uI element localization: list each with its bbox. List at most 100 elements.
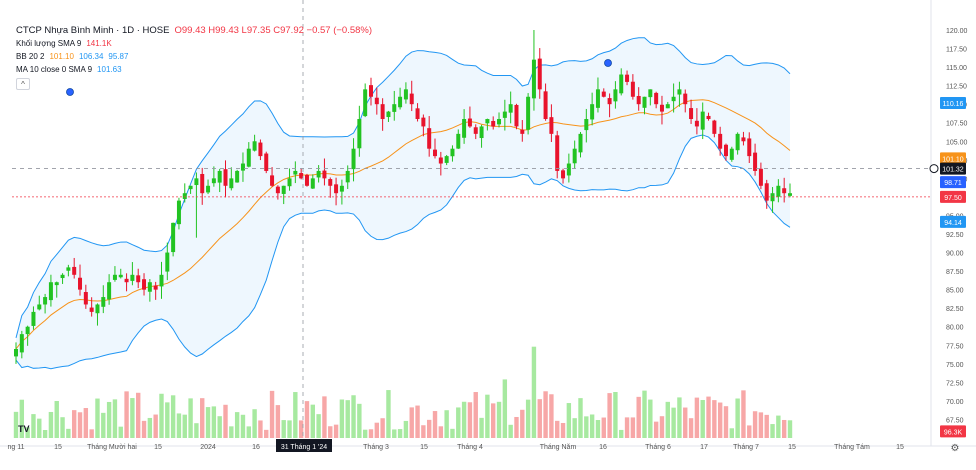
volume-bar <box>19 399 25 438</box>
volume-bar <box>624 417 630 438</box>
settings-gear-icon[interactable]: ⚙ <box>951 443 960 454</box>
volume-bar <box>310 404 315 438</box>
price-tick-label: 115.00 <box>946 65 967 72</box>
candle-body <box>153 285 158 290</box>
volume-bar <box>188 398 193 438</box>
volume-bar <box>665 401 670 438</box>
volume-bar <box>747 425 752 438</box>
candle-body <box>473 127 478 134</box>
candle-body <box>386 111 391 118</box>
candle-body <box>217 170 222 183</box>
time-tick-label: Tháng Mười hai <box>87 444 137 451</box>
candle-body <box>508 104 513 113</box>
volume-bar <box>89 429 94 438</box>
volume-bar <box>281 420 286 438</box>
price-tick-label: 72.50 <box>946 380 964 387</box>
bb-upper-value: 106.34 <box>78 52 104 61</box>
price-tick-label: 92.50 <box>946 232 964 239</box>
volume-bar <box>636 396 641 438</box>
volume-bar <box>240 414 246 438</box>
volume-bar <box>671 407 676 438</box>
candle-body <box>630 81 635 97</box>
symbol-title[interactable]: CTCP Nhựa Bình Minh · 1D · HOSE <box>16 25 170 36</box>
volume-bar <box>95 398 100 438</box>
time-tick-label: Tháng Năm <box>540 444 577 451</box>
candle-body <box>316 170 321 178</box>
candle-body <box>526 96 531 130</box>
candle-body <box>43 297 48 305</box>
volume-bar <box>694 397 700 438</box>
collapse-legend-button[interactable]: ^ <box>16 78 30 90</box>
ma-label: MA 10 close 0 SMA 9 <box>16 65 93 74</box>
time-tick-label: 15 <box>54 444 62 451</box>
volume-bar <box>386 390 391 438</box>
candle-body <box>735 133 740 151</box>
volume-bar <box>653 421 659 438</box>
time-tick-label: Tháng 6 <box>645 444 671 451</box>
bb-legend-row[interactable]: BB 20 2 101.10 106.34 95.87 <box>16 50 372 63</box>
volume-bar <box>328 426 333 438</box>
candle-body <box>729 148 734 160</box>
volume-bar <box>421 425 426 438</box>
price-badge-label: 94.14 <box>944 220 962 227</box>
candle-body <box>450 148 455 157</box>
candle-body <box>89 307 94 312</box>
volume-bar <box>368 429 374 438</box>
candle-body <box>380 104 385 120</box>
candle-body <box>176 200 181 225</box>
volume-bar <box>659 416 665 438</box>
candle-body <box>683 93 688 105</box>
candle-body <box>601 91 606 97</box>
candle-body <box>240 163 245 171</box>
volume-bar <box>264 429 269 438</box>
volume-bar <box>578 398 583 438</box>
volume-bar <box>642 390 647 438</box>
price-badge-label: 98.71 <box>944 180 962 187</box>
volume-bar <box>345 400 350 438</box>
volume-bar <box>456 407 461 438</box>
volume-bar <box>13 411 19 438</box>
add-alert-icon <box>929 164 939 174</box>
volume-bar <box>229 426 234 438</box>
candle-body <box>252 141 257 151</box>
bb-lower-value: 95.87 <box>108 52 129 61</box>
volume-bar <box>648 399 653 438</box>
volume-bar <box>770 424 775 438</box>
candle-body <box>607 98 612 105</box>
candle-body <box>334 184 339 194</box>
volume-bar <box>287 420 292 438</box>
price-tick-label: 70.00 <box>946 399 964 406</box>
volume-bar <box>48 411 54 438</box>
volume-bar <box>752 411 758 438</box>
price-tick-label: 120.00 <box>946 28 968 35</box>
time-tick-label: 16 <box>599 444 607 451</box>
bb-mid-value: 101.10 <box>49 52 74 61</box>
candle-body <box>130 274 135 281</box>
volume-bar <box>217 416 222 438</box>
candle-body <box>299 173 304 179</box>
volume-bar <box>200 398 205 438</box>
volume-legend-row[interactable]: Khối lượng SMA 9 141.1K <box>16 37 372 50</box>
volume-bar <box>764 414 769 438</box>
dividend-marker <box>604 59 612 67</box>
volume-bar <box>589 414 595 438</box>
ma-legend-row[interactable]: MA 10 close 0 SMA 9 101.63 <box>16 63 372 76</box>
price-tick-label: 67.50 <box>946 417 964 424</box>
candle-body <box>83 292 88 305</box>
volume-bar <box>124 391 129 438</box>
volume-bar <box>467 402 473 438</box>
candle-body <box>537 58 542 90</box>
volume-bar <box>560 422 566 438</box>
price-badge <box>940 162 966 175</box>
volume-bar <box>205 407 211 438</box>
price-tick-label: 85.00 <box>946 288 964 295</box>
candle-body <box>456 133 461 149</box>
candle-body <box>112 274 117 280</box>
price-badge <box>940 176 966 189</box>
candle-body <box>264 153 269 171</box>
candle-body <box>48 282 53 301</box>
candle-body <box>613 89 618 102</box>
ohlc-values: O99.43 H99.43 L97.35 C97.92 −0.57 (−0.58… <box>174 25 373 36</box>
candle-body <box>648 89 653 98</box>
volume-bar <box>165 402 170 438</box>
